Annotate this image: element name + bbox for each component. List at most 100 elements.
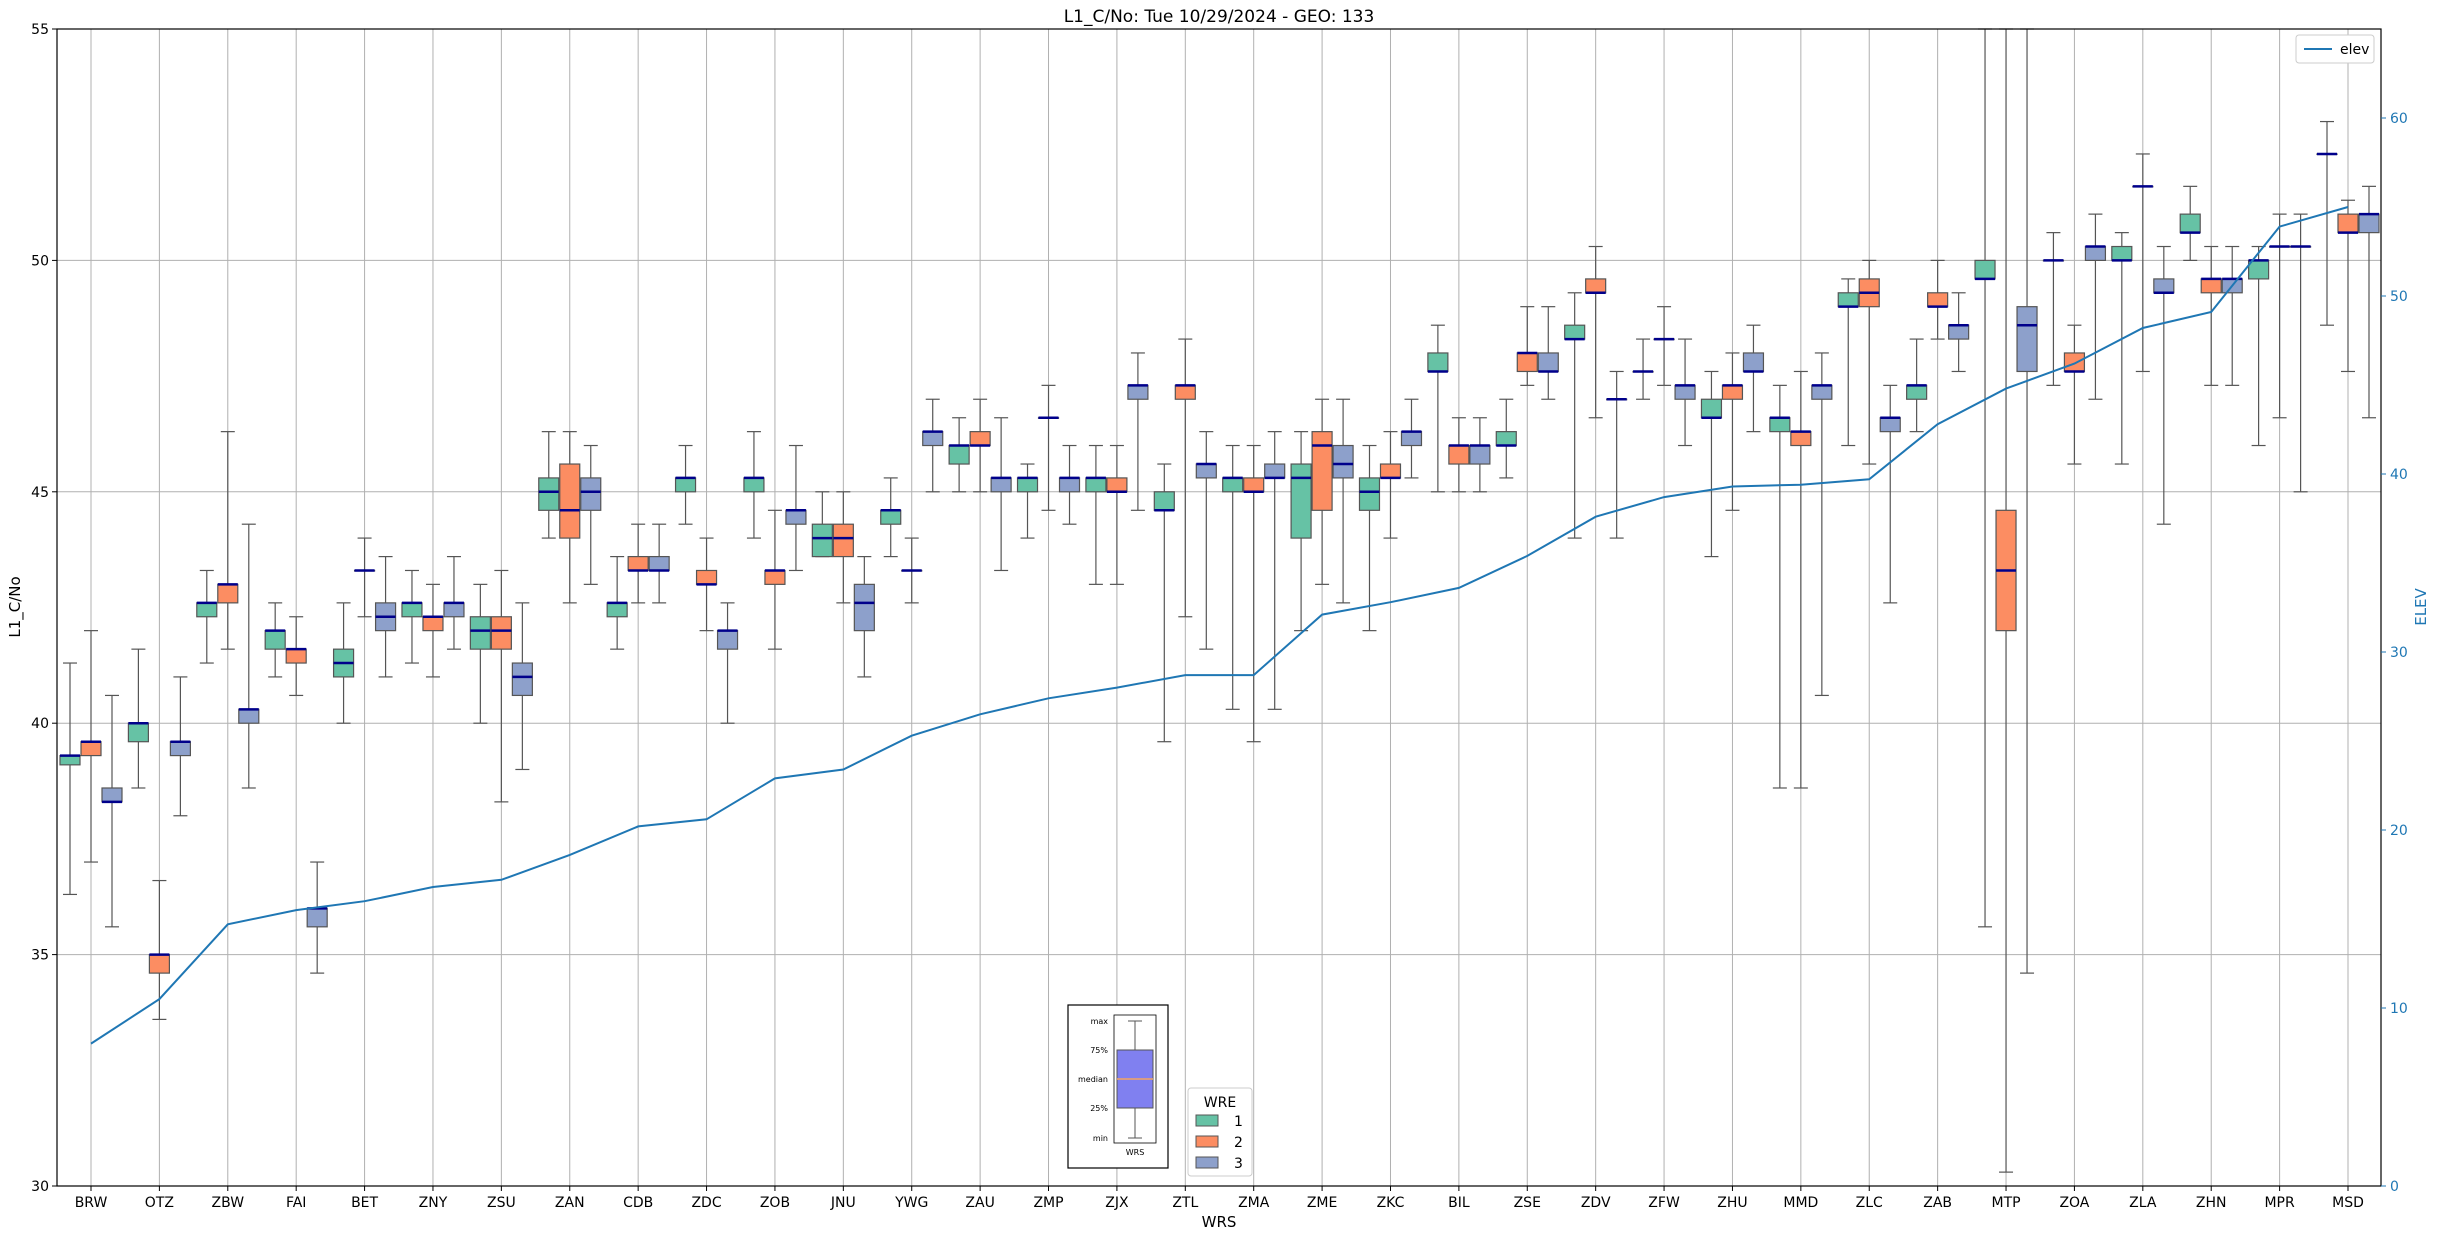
box-wre-3 xyxy=(1674,384,1696,400)
x-tick-label: BRW xyxy=(75,1195,108,1211)
x-tick-label: BIL xyxy=(1448,1195,1470,1211)
box-wre-1 xyxy=(196,602,218,618)
x-tick-label: ZOB xyxy=(760,1195,790,1211)
x-tick-label: ZOA xyxy=(2059,1195,2089,1211)
box-wre-2 xyxy=(1516,352,1538,373)
elev-legend-label: elev xyxy=(2340,42,2369,58)
box-legend-inset: max 75% median 25% min WRS xyxy=(1067,1004,1169,1169)
x-tick-label: YWG xyxy=(894,1195,928,1211)
x-tick-label: BET xyxy=(351,1195,378,1211)
box-wre-3 xyxy=(2153,278,2175,294)
box-plots xyxy=(59,28,2380,1173)
box-wre-1 xyxy=(1906,384,1928,400)
y-tick-label: 40 xyxy=(31,716,49,732)
box-wre-1 xyxy=(469,616,491,650)
y-tick-label: 50 xyxy=(31,253,49,269)
wre-legend: WRE 1 2 3 xyxy=(1187,1087,1253,1177)
box-wre-3 xyxy=(101,787,123,803)
box-wre-1 xyxy=(1222,477,1244,493)
box-wre-1 xyxy=(1564,324,1586,340)
box-wre-2 xyxy=(2063,352,2086,373)
box-wre-1 xyxy=(674,477,697,493)
y2-tick-label: 50 xyxy=(2390,289,2408,305)
box-wre-1 xyxy=(1495,431,1517,447)
box-wre-1 xyxy=(2111,245,2133,262)
box-wre-2 xyxy=(1311,431,1333,511)
y2-tick-label: 40 xyxy=(2390,467,2408,483)
box-wre-3 xyxy=(2084,245,2107,262)
box-wre-2 xyxy=(1379,463,1402,479)
x-tick-label: MMD xyxy=(1783,1195,1818,1211)
box-wre-2 xyxy=(832,523,854,558)
box-wre-1 xyxy=(401,602,423,618)
box-wre-2 xyxy=(2200,278,2222,294)
x-tick-label: FAI xyxy=(286,1195,306,1211)
box-wre-2 xyxy=(1106,477,1128,493)
box-legend-min: min xyxy=(1093,1134,1108,1143)
box-wre-1 xyxy=(1290,463,1312,539)
box-wre-2 xyxy=(490,616,512,650)
x-tick-label: ZHN xyxy=(2196,1195,2227,1211)
box-wre-3 xyxy=(169,741,191,757)
box-wre-3 xyxy=(2358,213,2380,234)
box-legend-median: median xyxy=(1078,1075,1108,1084)
x-tick-label: ZLC xyxy=(1856,1195,1883,1211)
box-wre-3 xyxy=(1948,324,1970,340)
box-wre-2 xyxy=(1585,278,1607,294)
box-wre-2 xyxy=(1448,444,1470,465)
box-wre-3 xyxy=(1469,444,1491,465)
wre-legend-swatch-2 xyxy=(1195,1135,1219,1148)
box-wre-1 xyxy=(880,509,902,525)
box-wre-2 xyxy=(148,953,170,974)
box-wre-1 xyxy=(538,477,560,511)
box-wre-1 xyxy=(2179,213,2201,234)
box-wre-3 xyxy=(1058,477,1081,493)
box-legend-max: max xyxy=(1091,1017,1109,1026)
box-wre-1 xyxy=(1358,477,1381,511)
box-wre-2 xyxy=(1790,431,1812,447)
box-wre-3 xyxy=(306,907,328,928)
box-wre-2 xyxy=(1721,384,1744,400)
box-wre-3 xyxy=(648,555,670,572)
y-tick-label: 55 xyxy=(31,22,49,38)
box-wre-3 xyxy=(580,477,602,511)
box-wre-3 xyxy=(1332,444,1354,479)
x-tick-label: ZTL xyxy=(1172,1195,1198,1211)
wre-legend-swatch-3 xyxy=(1195,1156,1219,1169)
x-tick-label: ZSU xyxy=(487,1195,516,1211)
x-tick-label: ZMP xyxy=(1033,1195,1063,1211)
wre-legend-title: WRE xyxy=(1204,1095,1236,1111)
x-tick-label: ZHU xyxy=(1717,1195,1747,1211)
wre-legend-label-3: 3 xyxy=(1234,1156,1243,1172)
x-tick-label: JNU xyxy=(830,1195,856,1211)
y2-tick-label: 0 xyxy=(2390,1179,2399,1195)
y2-axis-ticks: 0 10 20 30 40 50 60 xyxy=(2381,111,2408,1195)
y-tick-label: 30 xyxy=(31,1179,49,1195)
box-wre-3 xyxy=(511,662,533,697)
wre-legend-swatch-1 xyxy=(1195,1114,1219,1127)
box-wre-2 xyxy=(695,569,718,585)
box-wre-1 xyxy=(59,754,81,766)
x-tick-label: ZFW xyxy=(1648,1195,1680,1211)
y2-tick-label: 20 xyxy=(2390,823,2408,839)
box-wre-3 xyxy=(853,583,875,632)
box-wre-1 xyxy=(264,630,286,650)
y2-tick-label: 10 xyxy=(2390,1001,2408,1017)
x-tick-label: ZDV xyxy=(1581,1195,1611,1211)
box-wre-1 xyxy=(2248,259,2270,280)
box-wre-1 xyxy=(1016,477,1039,493)
x-tick-label: ZDC xyxy=(691,1195,721,1211)
x-tick-label: ZMA xyxy=(1238,1195,1270,1211)
box-wre-2 xyxy=(2337,213,2359,234)
box-wre-2 xyxy=(559,463,581,539)
box-wre-3 xyxy=(1195,463,1217,479)
x-tick-label: CDB xyxy=(623,1195,653,1211)
elev-legend: elev xyxy=(2295,34,2375,64)
box-wre-3 xyxy=(1742,352,1765,373)
box-wre-3 xyxy=(443,602,465,618)
box-wre-3 xyxy=(1537,352,1559,373)
x-tick-label: ZAB xyxy=(1923,1195,1952,1211)
y2-axis-title: ELEV xyxy=(2412,587,2430,625)
box-wre-2 xyxy=(285,648,307,664)
x-tick-label: ZNY xyxy=(419,1195,448,1211)
